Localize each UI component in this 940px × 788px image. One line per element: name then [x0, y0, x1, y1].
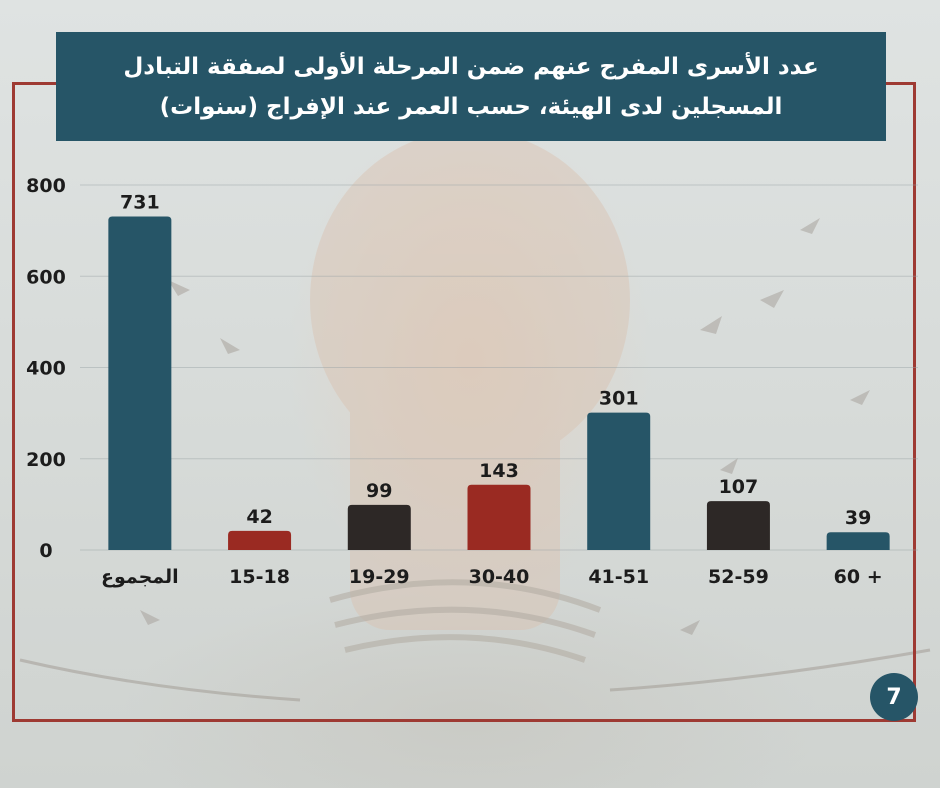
barbed-wire	[19, 648, 931, 702]
y-tick-label: 200	[26, 449, 66, 471]
bar-value-label: 731	[120, 191, 160, 213]
bar	[826, 532, 890, 550]
category-label: 41-51	[588, 566, 649, 588]
bar	[467, 484, 531, 550]
rope-illustration	[329, 579, 602, 663]
birds	[140, 218, 870, 635]
chart-title-line-2: المسجلين لدى الهيئة، حسب العمر عند الإفر…	[159, 93, 783, 120]
bar-value-label: 107	[719, 476, 759, 498]
category-label: 52-59	[708, 566, 769, 588]
bar-value-label: 99	[366, 480, 392, 502]
category-label: المجموع	[101, 566, 179, 588]
bar	[347, 504, 411, 550]
bar-value-label: 143	[479, 460, 519, 482]
bar-value-label: 39	[845, 507, 871, 529]
bar	[228, 530, 292, 550]
bar	[587, 412, 651, 550]
title-banner: عدد الأسرى المفرج عنهم ضمن المرحلة الأول…	[56, 32, 886, 141]
y-tick-label: 0	[39, 540, 52, 562]
y-tick-label: 400	[26, 358, 66, 380]
y-tick-label: 600	[26, 266, 66, 288]
y-tick-label: 800	[26, 175, 66, 197]
page-number-badge: 7	[870, 673, 918, 721]
bar-value-label: 301	[599, 388, 639, 410]
category-label: 15-18	[229, 566, 290, 588]
bar-value-label: 42	[246, 506, 272, 528]
bar	[108, 216, 172, 550]
category-label: 60 +	[834, 566, 883, 588]
category-label: 19-29	[349, 566, 410, 588]
bar	[706, 501, 770, 550]
category-label: 30-40	[469, 566, 530, 588]
chart-title-line-1: عدد الأسرى المفرج عنهم ضمن المرحلة الأول…	[123, 53, 819, 80]
